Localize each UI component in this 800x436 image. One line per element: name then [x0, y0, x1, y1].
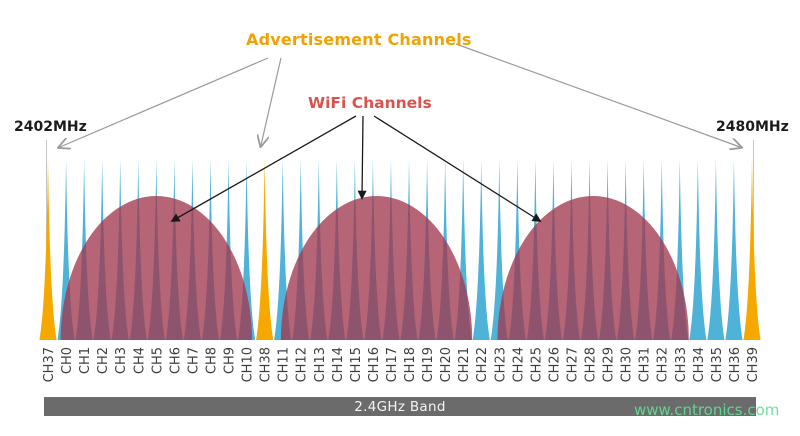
channel-label-CH29: CH29: [602, 347, 617, 382]
data-spike-CH34: [689, 158, 707, 340]
data-spike-CH33: [671, 158, 689, 340]
data-spike-CH10: [237, 158, 256, 340]
channel-label-CH4: CH4: [132, 347, 147, 374]
channel-label-CH20: CH20: [439, 347, 454, 382]
freq-right-label: 2480MHz: [716, 119, 789, 135]
advertisement-channels-label: Advertisement Channels: [246, 30, 472, 49]
channel-label-CH31: CH31: [638, 347, 653, 382]
channel-label-CH34: CH34: [692, 347, 707, 382]
data-spike-CH21: [454, 158, 472, 340]
channel-label-CH1: CH1: [78, 347, 93, 374]
data-spike-CH23: [490, 158, 508, 340]
channel-label-CH18: CH18: [403, 347, 418, 382]
channel-label-CH38: CH38: [259, 347, 274, 382]
channel-label-CH14: CH14: [331, 347, 346, 382]
advertisement-spike-CH37: [39, 158, 57, 340]
band-bar-label: 2.4GHz Band: [354, 398, 446, 415]
data-spike-CH24: [508, 158, 526, 340]
channel-label-CH16: CH16: [367, 347, 382, 382]
watermark: www.cntronics.com: [634, 401, 780, 419]
data-spike-CH0: [57, 158, 75, 340]
wifi-hump-2: [280, 196, 473, 340]
channel-label-CH2: CH2: [96, 347, 111, 374]
advertisement-arrow-1: [60, 57, 269, 147]
channel-label-CH23: CH23: [493, 347, 508, 382]
channel-label-CH32: CH32: [656, 347, 671, 382]
advertisement-arrow-3: [455, 43, 740, 147]
data-spike-CH11: [274, 158, 292, 340]
channel-label-CH22: CH22: [475, 347, 490, 382]
channel-label-CH39: CH39: [746, 347, 761, 382]
channel-label-CH36: CH36: [728, 347, 743, 382]
data-spike-CH12: [292, 158, 310, 340]
wifi-arrow-1: [170, 115, 357, 222]
channel-label-CH28: CH28: [584, 347, 599, 382]
channel-label-CH25: CH25: [529, 347, 544, 382]
wifi-arrow-2: [357, 115, 367, 200]
advertisement-arrow-2: [261, 57, 282, 145]
wifi-hump-1: [60, 196, 252, 340]
channel-label-CH27: CH27: [565, 347, 580, 382]
channel-label-CH15: CH15: [349, 347, 364, 382]
channel-label-CH26: CH26: [547, 347, 562, 382]
channel-label-CH24: CH24: [511, 347, 526, 382]
channel-label-CH7: CH7: [186, 347, 201, 374]
data-spike-CH22: [472, 158, 490, 340]
channel-label-CH13: CH13: [313, 347, 328, 382]
data-spike-CH35: [707, 158, 725, 340]
data-spike-CH36: [725, 158, 743, 340]
channel-label-CH30: CH30: [620, 347, 635, 382]
channel-label-CH33: CH33: [674, 347, 689, 382]
channel-label-CH9: CH9: [223, 347, 238, 374]
advertisement-spike-CH39: [743, 158, 761, 340]
wifi-channels-label: WiFi Channels: [308, 94, 432, 112]
wifi-arrow-3: [373, 115, 542, 222]
channel-label-CH0: CH0: [60, 347, 75, 374]
channel-label-CH37: CH37: [42, 347, 57, 382]
wifi-hump-3: [497, 196, 689, 340]
channel-label-CH8: CH8: [204, 347, 219, 374]
channel-label-CH17: CH17: [385, 347, 400, 382]
channel-label-CH6: CH6: [168, 347, 183, 374]
channel-label-CH11: CH11: [277, 347, 292, 382]
channel-label-CH19: CH19: [421, 347, 436, 382]
band-bar: 2.4GHz Band: [44, 397, 756, 416]
channel-label-CH5: CH5: [150, 347, 165, 374]
channel-label-CH35: CH35: [710, 347, 725, 382]
channel-label-CH10: CH10: [241, 347, 256, 382]
channel-label-CH3: CH3: [114, 347, 129, 374]
freq-left-label: 2402MHz: [14, 119, 87, 135]
channel-label-CH21: CH21: [457, 347, 472, 382]
advertisement-spike-CH38: [256, 158, 274, 340]
channel-label-CH12: CH12: [295, 347, 310, 382]
